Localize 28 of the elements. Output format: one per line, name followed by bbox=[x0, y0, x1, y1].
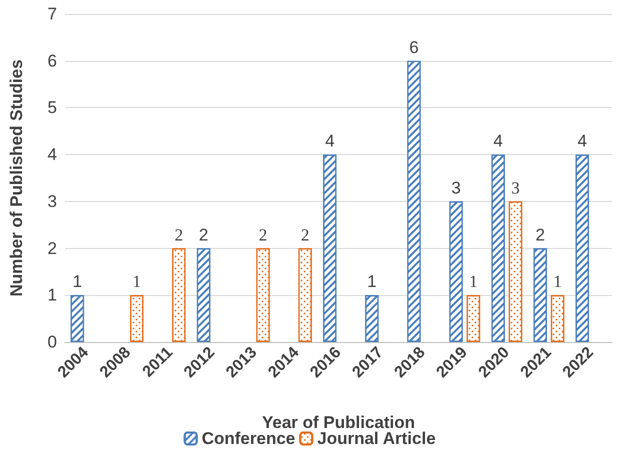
y-tick-label: 3 bbox=[48, 192, 57, 211]
y-tick-label: 1 bbox=[48, 286, 57, 305]
data-label: 3 bbox=[511, 178, 520, 198]
legend-label: Conference bbox=[202, 429, 296, 448]
data-label: 2 bbox=[300, 225, 310, 244]
data-label: 1 bbox=[469, 272, 478, 292]
data-label: 4 bbox=[578, 132, 588, 151]
x-axis-title: Year of Publication bbox=[262, 413, 416, 432]
y-tick-label: 6 bbox=[48, 51, 57, 70]
data-label: 2 bbox=[174, 225, 184, 244]
data-label: 1 bbox=[132, 272, 142, 292]
legend-label: Journal Article bbox=[317, 429, 436, 448]
y-tick-label: 5 bbox=[48, 98, 57, 118]
data-label: 2 bbox=[535, 225, 545, 244]
data-label: 1 bbox=[72, 272, 82, 292]
y-tick-label: 7 bbox=[48, 4, 57, 24]
y-axis-title: Number of Published Studies bbox=[7, 59, 26, 297]
y-tick-label: 0 bbox=[48, 332, 57, 352]
data-label: 2 bbox=[198, 225, 208, 244]
data-label: 3 bbox=[451, 178, 461, 198]
y-tick-label: 4 bbox=[48, 145, 57, 164]
y-tick-label: 2 bbox=[48, 238, 57, 258]
data-label: 1 bbox=[367, 272, 377, 292]
data-label: 4 bbox=[325, 132, 335, 151]
data-label: 6 bbox=[409, 38, 419, 57]
data-label: 2 bbox=[258, 225, 268, 244]
data-label: 1 bbox=[553, 272, 562, 292]
data-label: 4 bbox=[493, 132, 503, 151]
